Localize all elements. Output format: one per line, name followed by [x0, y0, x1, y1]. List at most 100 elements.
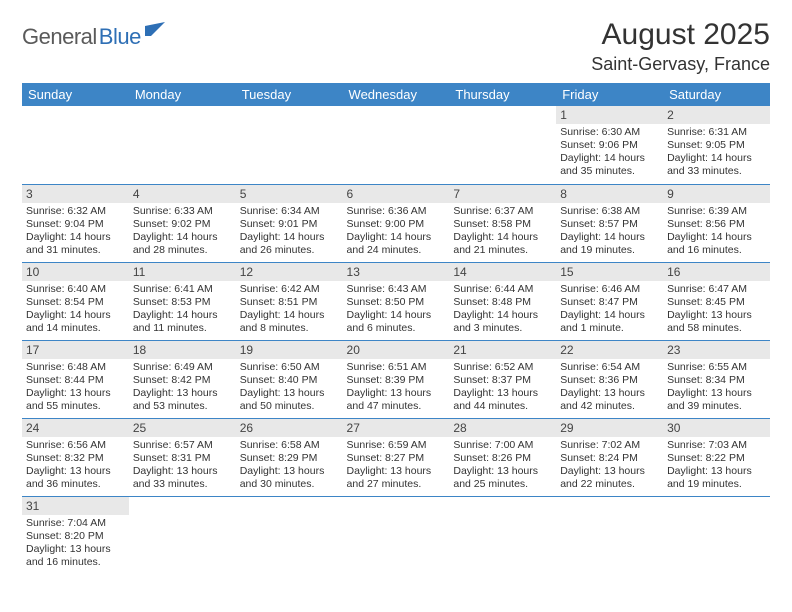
- calendar-cell: 7Sunrise: 6:37 AMSunset: 8:58 PMDaylight…: [449, 184, 556, 262]
- day-details: Sunrise: 6:55 AMSunset: 8:34 PMDaylight:…: [663, 359, 770, 418]
- calendar-page: GeneralBlue August 2025 Saint-Gervasy, F…: [0, 0, 792, 592]
- calendar-cell: 4Sunrise: 6:33 AMSunset: 9:02 PMDaylight…: [129, 184, 236, 262]
- day-number: 24: [22, 419, 129, 437]
- day-details: Sunrise: 6:44 AMSunset: 8:48 PMDaylight:…: [449, 281, 556, 340]
- day-details: Sunrise: 6:30 AMSunset: 9:06 PMDaylight:…: [556, 124, 663, 183]
- weekday-header: Monday: [129, 83, 236, 106]
- day-number: 21: [449, 341, 556, 359]
- day-number: 13: [343, 263, 450, 281]
- day-details: Sunrise: 6:31 AMSunset: 9:05 PMDaylight:…: [663, 124, 770, 183]
- day-number: 11: [129, 263, 236, 281]
- calendar-cell: 6Sunrise: 6:36 AMSunset: 9:00 PMDaylight…: [343, 184, 450, 262]
- calendar-cell: 18Sunrise: 6:49 AMSunset: 8:42 PMDayligh…: [129, 340, 236, 418]
- day-details: Sunrise: 6:59 AMSunset: 8:27 PMDaylight:…: [343, 437, 450, 496]
- day-details: Sunrise: 6:57 AMSunset: 8:31 PMDaylight:…: [129, 437, 236, 496]
- calendar-cell: 1Sunrise: 6:30 AMSunset: 9:06 PMDaylight…: [556, 106, 663, 184]
- calendar-cell: 22Sunrise: 6:54 AMSunset: 8:36 PMDayligh…: [556, 340, 663, 418]
- day-number: 15: [556, 263, 663, 281]
- calendar-cell: 19Sunrise: 6:50 AMSunset: 8:40 PMDayligh…: [236, 340, 343, 418]
- day-number: 28: [449, 419, 556, 437]
- calendar-cell: 10Sunrise: 6:40 AMSunset: 8:54 PMDayligh…: [22, 262, 129, 340]
- day-details: Sunrise: 7:02 AMSunset: 8:24 PMDaylight:…: [556, 437, 663, 496]
- day-details: Sunrise: 6:39 AMSunset: 8:56 PMDaylight:…: [663, 203, 770, 262]
- logo-text-blue: Blue: [99, 24, 141, 50]
- day-details: Sunrise: 6:36 AMSunset: 9:00 PMDaylight:…: [343, 203, 450, 262]
- day-details: Sunrise: 6:33 AMSunset: 9:02 PMDaylight:…: [129, 203, 236, 262]
- calendar-body: 1Sunrise: 6:30 AMSunset: 9:06 PMDaylight…: [22, 106, 770, 574]
- calendar-cell: [236, 496, 343, 574]
- calendar-cell: [663, 496, 770, 574]
- day-details: Sunrise: 6:40 AMSunset: 8:54 PMDaylight:…: [22, 281, 129, 340]
- weekday-header: Saturday: [663, 83, 770, 106]
- day-number: 17: [22, 341, 129, 359]
- calendar-cell: [129, 496, 236, 574]
- day-details: Sunrise: 6:34 AMSunset: 9:01 PMDaylight:…: [236, 203, 343, 262]
- calendar-cell: 20Sunrise: 6:51 AMSunset: 8:39 PMDayligh…: [343, 340, 450, 418]
- calendar-cell: [556, 496, 663, 574]
- calendar-cell: 14Sunrise: 6:44 AMSunset: 8:48 PMDayligh…: [449, 262, 556, 340]
- day-number: 10: [22, 263, 129, 281]
- day-number: 2: [663, 106, 770, 124]
- day-details: Sunrise: 6:41 AMSunset: 8:53 PMDaylight:…: [129, 281, 236, 340]
- day-number: 7: [449, 185, 556, 203]
- day-details: Sunrise: 6:56 AMSunset: 8:32 PMDaylight:…: [22, 437, 129, 496]
- day-details: Sunrise: 6:52 AMSunset: 8:37 PMDaylight:…: [449, 359, 556, 418]
- day-details: Sunrise: 7:00 AMSunset: 8:26 PMDaylight:…: [449, 437, 556, 496]
- calendar-cell: 24Sunrise: 6:56 AMSunset: 8:32 PMDayligh…: [22, 418, 129, 496]
- day-details: Sunrise: 6:37 AMSunset: 8:58 PMDaylight:…: [449, 203, 556, 262]
- calendar-cell: 12Sunrise: 6:42 AMSunset: 8:51 PMDayligh…: [236, 262, 343, 340]
- day-number: 26: [236, 419, 343, 437]
- day-details: Sunrise: 6:51 AMSunset: 8:39 PMDaylight:…: [343, 359, 450, 418]
- day-details: Sunrise: 6:32 AMSunset: 9:04 PMDaylight:…: [22, 203, 129, 262]
- day-number: 5: [236, 185, 343, 203]
- calendar-cell: 27Sunrise: 6:59 AMSunset: 8:27 PMDayligh…: [343, 418, 450, 496]
- calendar-cell: 21Sunrise: 6:52 AMSunset: 8:37 PMDayligh…: [449, 340, 556, 418]
- day-details: Sunrise: 6:54 AMSunset: 8:36 PMDaylight:…: [556, 359, 663, 418]
- day-number: 1: [556, 106, 663, 124]
- calendar-cell: 9Sunrise: 6:39 AMSunset: 8:56 PMDaylight…: [663, 184, 770, 262]
- day-details: Sunrise: 6:58 AMSunset: 8:29 PMDaylight:…: [236, 437, 343, 496]
- calendar-cell: 17Sunrise: 6:48 AMSunset: 8:44 PMDayligh…: [22, 340, 129, 418]
- day-number: 3: [22, 185, 129, 203]
- day-number: 6: [343, 185, 450, 203]
- day-number: 4: [129, 185, 236, 203]
- weekday-header: Friday: [556, 83, 663, 106]
- calendar-table: SundayMondayTuesdayWednesdayThursdayFrid…: [22, 83, 770, 574]
- day-number: 30: [663, 419, 770, 437]
- calendar-cell: 26Sunrise: 6:58 AMSunset: 8:29 PMDayligh…: [236, 418, 343, 496]
- calendar-cell: 5Sunrise: 6:34 AMSunset: 9:01 PMDaylight…: [236, 184, 343, 262]
- logo-flag-icon: [145, 22, 167, 43]
- day-number: 20: [343, 341, 450, 359]
- day-details: Sunrise: 7:03 AMSunset: 8:22 PMDaylight:…: [663, 437, 770, 496]
- calendar-cell: 25Sunrise: 6:57 AMSunset: 8:31 PMDayligh…: [129, 418, 236, 496]
- logo: GeneralBlue: [22, 24, 167, 50]
- weekday-header: Wednesday: [343, 83, 450, 106]
- weekday-header: Tuesday: [236, 83, 343, 106]
- day-number: 14: [449, 263, 556, 281]
- day-details: Sunrise: 6:46 AMSunset: 8:47 PMDaylight:…: [556, 281, 663, 340]
- day-details: Sunrise: 7:04 AMSunset: 8:20 PMDaylight:…: [22, 515, 129, 574]
- calendar-cell: [343, 106, 450, 184]
- day-number: 27: [343, 419, 450, 437]
- day-number: 18: [129, 341, 236, 359]
- calendar-cell: [449, 496, 556, 574]
- title-block: August 2025 Saint-Gervasy, France: [591, 18, 770, 75]
- weekday-header: Sunday: [22, 83, 129, 106]
- calendar-cell: 15Sunrise: 6:46 AMSunset: 8:47 PMDayligh…: [556, 262, 663, 340]
- day-details: Sunrise: 6:43 AMSunset: 8:50 PMDaylight:…: [343, 281, 450, 340]
- day-number: 12: [236, 263, 343, 281]
- header: GeneralBlue August 2025 Saint-Gervasy, F…: [22, 18, 770, 75]
- calendar-cell: 31Sunrise: 7:04 AMSunset: 8:20 PMDayligh…: [22, 496, 129, 574]
- day-details: Sunrise: 6:49 AMSunset: 8:42 PMDaylight:…: [129, 359, 236, 418]
- day-number: 31: [22, 497, 129, 515]
- day-details: Sunrise: 6:48 AMSunset: 8:44 PMDaylight:…: [22, 359, 129, 418]
- day-details: Sunrise: 6:47 AMSunset: 8:45 PMDaylight:…: [663, 281, 770, 340]
- day-number: 9: [663, 185, 770, 203]
- day-number: 16: [663, 263, 770, 281]
- day-details: Sunrise: 6:42 AMSunset: 8:51 PMDaylight:…: [236, 281, 343, 340]
- calendar-cell: 23Sunrise: 6:55 AMSunset: 8:34 PMDayligh…: [663, 340, 770, 418]
- calendar-cell: [343, 496, 450, 574]
- day-number: 19: [236, 341, 343, 359]
- day-number: 29: [556, 419, 663, 437]
- day-number: 25: [129, 419, 236, 437]
